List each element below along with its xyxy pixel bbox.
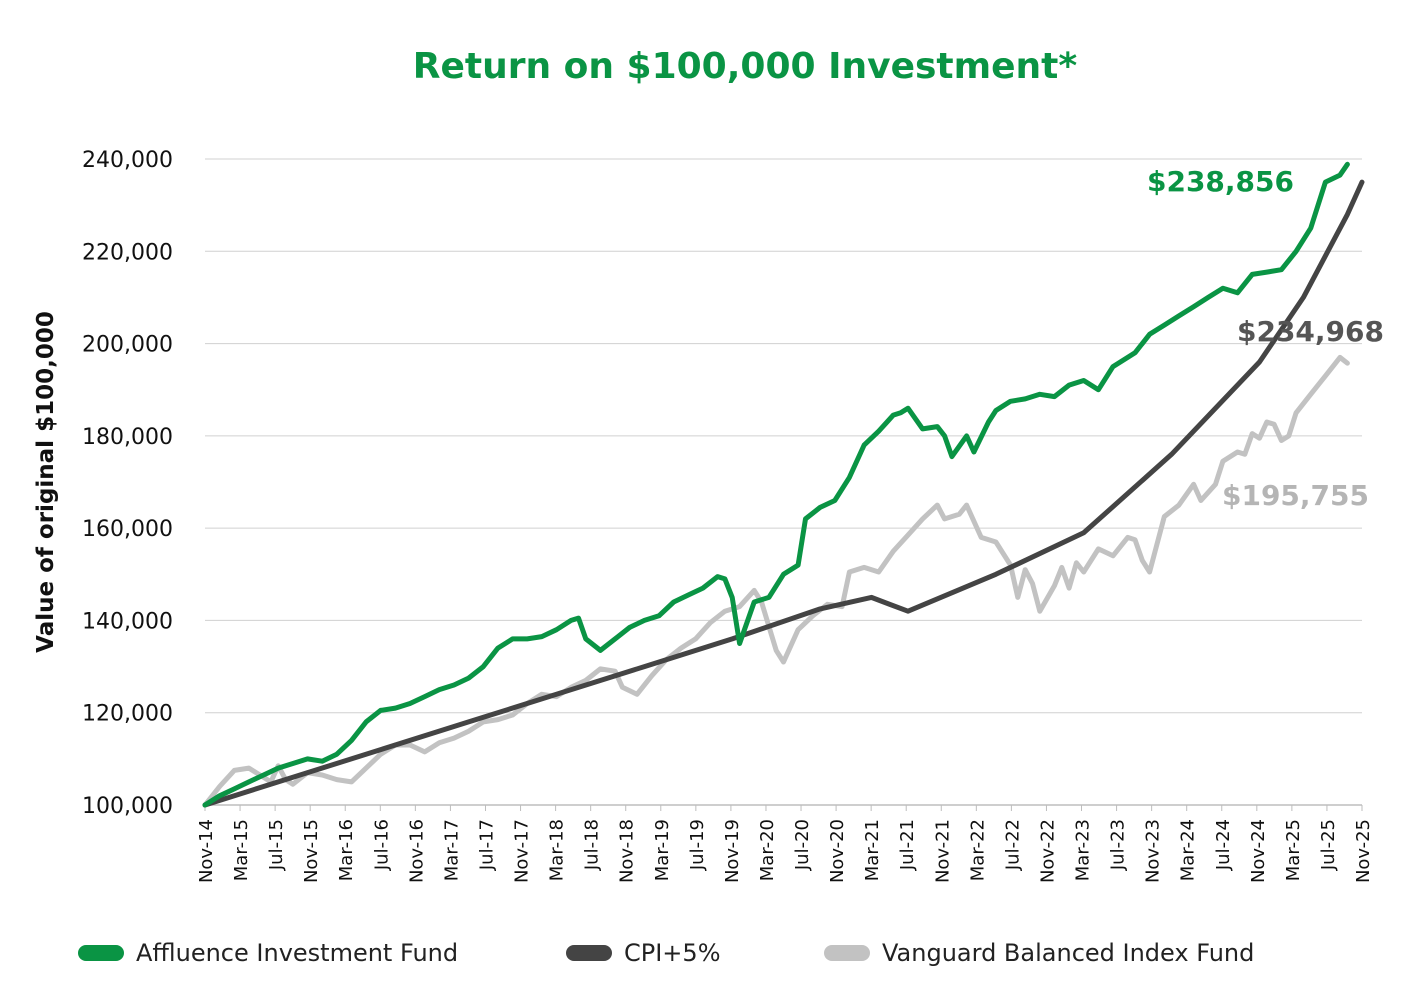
y-tick-label: 200,000 (82, 333, 173, 358)
x-tick-label: Mar-21 (862, 819, 883, 881)
x-tick-label: Nov-14 (196, 819, 217, 883)
y-tick-label: 240,000 (82, 148, 173, 173)
grid-lines (205, 158, 1362, 806)
x-tick-label: Mar-16 (336, 819, 357, 881)
x-tick-label: Jul-20 (792, 819, 813, 871)
legend-item-vanguard: Vanguard Balanced Index Fund (824, 936, 1254, 970)
x-tick-label: Mar-18 (547, 819, 568, 881)
series-line-affluence (202, 161, 1350, 808)
x-tick-label: Jul-17 (476, 819, 497, 871)
x-tick-label: Nov-15 (301, 819, 322, 883)
y-axis-ticks: 100,000 120,000 140,000 160,000 180,000 200,0… (82, 148, 173, 819)
x-tick-label: Jul-21 (897, 819, 918, 871)
y-tick-label: 120,000 (82, 702, 173, 727)
end-label-affluence: $238,856 (1147, 165, 1294, 198)
legend-label: Affluence Investment Fund (136, 939, 459, 967)
x-tick-label: Mar-23 (1073, 819, 1094, 881)
series-lines (202, 161, 1365, 808)
x-tick-label: Nov-18 (617, 819, 638, 883)
x-axis-ticks: Nov-14 Mar-15 Jul-15 Nov-15 Mar-16 Jul-16 Nov-… (196, 805, 1374, 883)
series-line-cpi (202, 179, 1365, 808)
x-tick-label: Mar-25 (1283, 819, 1304, 881)
legend-swatch (78, 945, 124, 961)
y-axis-label: Value of original $100,000 (33, 311, 59, 653)
legend-item-cpi: CPI+5% (566, 936, 721, 970)
legend-label: Vanguard Balanced Index Fund (882, 939, 1255, 967)
end-label-vanguard: $195,755 (1222, 479, 1369, 512)
end-label-cpi: $234,968 (1237, 315, 1384, 348)
x-tick-label: Nov-17 (512, 819, 533, 883)
x-tick-label: Mar-22 (967, 819, 988, 881)
x-tick-label: Jul-16 (371, 819, 392, 871)
legend-label: CPI+5% (624, 939, 721, 967)
x-tick-label: Jul-24 (1213, 819, 1234, 871)
x-tick-label: Jul-15 (266, 819, 287, 871)
series-line-vanguard (202, 354, 1350, 808)
x-tick-label: Nov-22 (1037, 819, 1058, 883)
x-tick-label: Mar-24 (1178, 819, 1199, 881)
y-tick-label: 180,000 (82, 425, 173, 450)
x-tick-label: Mar-15 (231, 819, 252, 881)
y-tick-label: 140,000 (82, 609, 173, 634)
legend-swatch (566, 945, 612, 961)
x-tick-label: Mar-17 (441, 819, 462, 881)
x-tick-label: Nov-20 (827, 819, 848, 883)
x-tick-label: Jul-23 (1108, 819, 1129, 871)
x-tick-label: Nov-23 (1143, 819, 1164, 883)
chart-title: Return on $100,000 Investment* (413, 46, 1078, 87)
line-chart: Return on $100,000 Investment* 100,000 12… (33, 46, 1384, 883)
x-tick-label: Jul-25 (1318, 819, 1339, 871)
legend-swatch (824, 945, 870, 961)
x-tick-label: Jul-18 (582, 819, 603, 871)
legend-item-affluence: Affluence Investment Fund (78, 936, 458, 970)
y-tick-label: 220,000 (82, 240, 173, 265)
end-labels: $238,856 $234,968 $195,755 (1147, 165, 1384, 512)
x-tick-label: Mar-19 (652, 819, 673, 881)
x-tick-label: Nov-25 (1353, 819, 1374, 883)
x-tick-label: Jul-19 (687, 819, 708, 871)
x-tick-label: Nov-16 (406, 819, 427, 883)
x-tick-label: Nov-19 (722, 819, 743, 883)
x-tick-label: Nov-24 (1248, 819, 1269, 883)
x-tick-label: Nov-21 (932, 819, 953, 883)
y-tick-label: 160,000 (82, 517, 173, 542)
x-tick-label: Jul-22 (1002, 819, 1023, 871)
legend: Affluence Investment Fund CPI+5% Vanguar… (0, 936, 1418, 970)
x-tick-label: Mar-20 (757, 819, 778, 881)
y-tick-label: 100,000 (82, 794, 173, 819)
